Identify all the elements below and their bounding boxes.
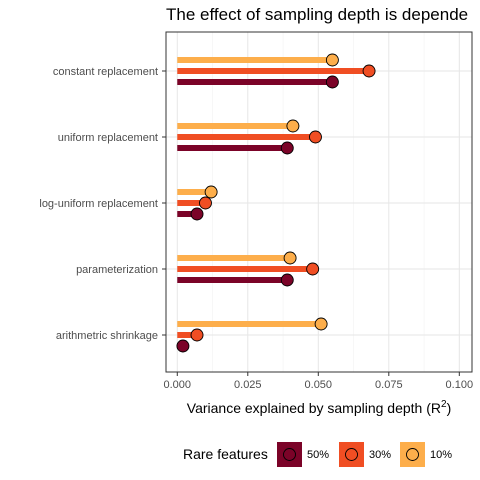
chart-title: The effect of sampling depth is depende [166,5,468,24]
lollipop-point [363,65,375,77]
legend-label: 10% [430,449,452,461]
lollipop-point [281,142,293,154]
lollipop-point [177,340,189,352]
lollipop-point [205,186,217,198]
x-tick-label: 0.050 [305,379,333,391]
category-labels: constant replacement uniform replacement l… [39,66,166,342]
legend-key-point [346,449,358,461]
lollipop-point [284,252,296,264]
legend-label: 30% [369,449,391,461]
legend-label: 50% [307,449,329,461]
lollipop-point [287,120,299,132]
x-axis-title: Variance explained by sampling depth (R2… [187,399,451,416]
lollipop-point [309,131,321,143]
legend-key-point [284,449,296,461]
lollipop-point [326,76,338,88]
lollipop-point [326,54,338,66]
x-tick-label: 0.025 [234,379,262,391]
lollipop-point [191,329,203,341]
y-tick-label: constant replacement [53,66,158,78]
lollipop-point [281,274,293,286]
x-tick-label: 0.075 [375,379,403,391]
y-tick-label: uniform replacement [58,132,158,144]
lollipop-point [315,318,327,330]
y-tick-label: arithmetric shrinkage [56,330,158,342]
y-tick-label: parameterization [76,264,158,276]
y-tick-label: log-uniform replacement [39,198,158,210]
lollipop-point [307,263,319,275]
x-axis-title-main: Variance explained by sampling depth (R [187,400,441,416]
lollipop-point [191,208,203,220]
x-tick-label: 0.000 [164,379,192,391]
x-axis-title-suffix: ) [447,400,452,416]
legend-title: Rare features [183,446,268,462]
x-axis-ticks: 0.000 0.025 0.050 0.075 0.100 [164,372,474,391]
x-tick-label: 0.100 [446,379,474,391]
lollipop-point [199,197,211,209]
legend-key-point [407,449,419,461]
legend: Rare features 50% 30% 10% [183,442,452,467]
